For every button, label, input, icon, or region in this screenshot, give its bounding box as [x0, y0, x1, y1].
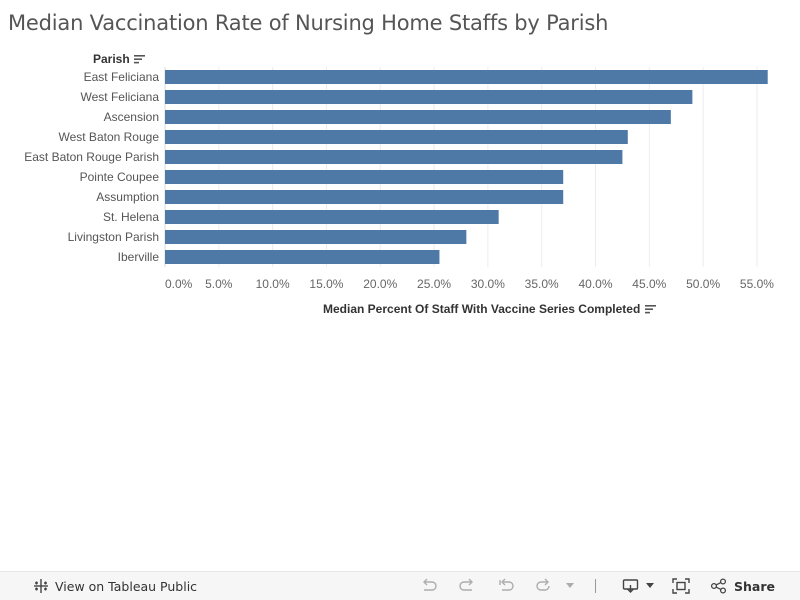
bar[interactable] — [165, 130, 628, 144]
bar[interactable] — [165, 210, 499, 224]
toolbar-divider — [595, 579, 596, 593]
view-on-tableau-public-label: View on Tableau Public — [55, 578, 198, 594]
undo-button[interactable] — [420, 572, 438, 600]
refresh-button[interactable] — [535, 572, 553, 600]
x-tick-label: 35.0% — [525, 277, 559, 291]
x-axis-title-wrap[interactable]: Median Percent Of Staff With Vaccine Ser… — [323, 302, 657, 316]
parish-header-label: Parish — [93, 52, 130, 66]
category-label: West Baton Rouge — [58, 130, 159, 144]
refresh-icon — [535, 578, 553, 594]
bar[interactable] — [165, 70, 768, 84]
bar[interactable] — [165, 170, 564, 184]
view-on-tableau-public-link[interactable]: View on Tableau Public — [33, 572, 197, 600]
fullscreen-button[interactable] — [672, 572, 690, 600]
share-icon — [710, 578, 728, 594]
x-tick-label: 45.0% — [632, 277, 666, 291]
bar[interactable] — [165, 190, 564, 204]
bar[interactable] — [165, 90, 693, 104]
redo-button[interactable] — [458, 572, 476, 600]
x-tick-label: 10.0% — [256, 277, 290, 291]
revert-icon — [497, 578, 515, 594]
caret-down-icon — [566, 583, 574, 589]
x-tick-label: 5.0% — [205, 277, 233, 291]
category-label: East Baton Rouge Parish — [24, 150, 159, 164]
x-tick-label: 50.0% — [686, 277, 720, 291]
x-tick-label: 20.0% — [363, 277, 397, 291]
bar[interactable] — [165, 230, 467, 244]
tableau-icon — [33, 578, 49, 594]
refresh-menu-button[interactable] — [566, 572, 574, 600]
sort-icon[interactable] — [133, 54, 146, 64]
download-icon — [622, 578, 640, 594]
caret-down-icon — [646, 583, 654, 589]
bar-chart: 0.0% 5.0% 10.0% 15.0% 20.0% 25.0% 30.0% 35.0% 40… — [24, 67, 774, 291]
bar[interactable] — [165, 150, 623, 164]
x-tick-label: 15.0% — [309, 277, 343, 291]
chart-title: Median Vaccination Rate of Nursing Home … — [8, 11, 609, 35]
bar[interactable] — [165, 250, 440, 264]
x-tick-label: 30.0% — [471, 277, 505, 291]
category-label: St. Helena — [103, 210, 159, 224]
bar[interactable] — [165, 110, 671, 124]
x-axis-title: Median Percent Of Staff With Vaccine Ser… — [323, 302, 641, 316]
category-label: Livingston Parish — [68, 230, 159, 244]
category-label: East Feliciana — [84, 70, 160, 84]
undo-icon — [420, 578, 438, 594]
share-label: Share — [734, 578, 775, 594]
category-label: Pointe Coupee — [80, 170, 160, 184]
share-button[interactable]: Share — [710, 572, 775, 600]
x-tick-label: 55.0% — [740, 277, 774, 291]
category-label: West Feliciana — [81, 90, 160, 104]
download-button[interactable] — [622, 572, 654, 600]
x-tick-label: 40.0% — [578, 277, 612, 291]
parish-header[interactable]: Parish — [93, 52, 146, 66]
x-tick-label: 0.0% — [165, 277, 193, 291]
category-label: Ascension — [104, 110, 159, 124]
category-label: Iberville — [118, 250, 160, 264]
tableau-toolbar: View on Tableau Public — [0, 571, 800, 600]
fullscreen-icon — [672, 578, 690, 594]
revert-button[interactable] — [497, 572, 515, 600]
x-tick-label: 25.0% — [417, 277, 451, 291]
sort-icon[interactable] — [645, 304, 657, 314]
redo-icon — [458, 578, 476, 594]
category-label: Assumption — [96, 190, 159, 204]
